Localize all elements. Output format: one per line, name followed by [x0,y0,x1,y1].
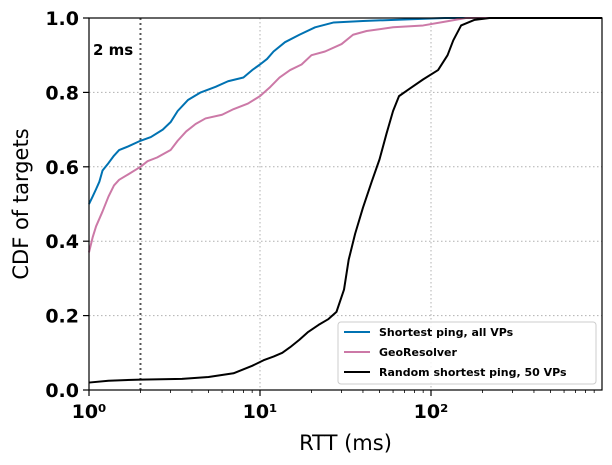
legend: Shortest ping, all VPs GeoResolver Rando… [337,321,597,385]
plot-frame [88,17,603,391]
x-tick-label: 10² [414,401,449,423]
y-tick-label: 0.4 [45,231,79,253]
legend-box [337,321,597,385]
legend-label-random-shortest-ping: Random shortest ping, 50 VPs [379,366,567,379]
y-axis-title: CDF of targets [9,128,33,279]
series-line-2 [88,17,602,384]
y-tick-label: 0.2 [45,306,79,328]
x-axis-title: RTT (ms) [299,431,392,455]
y-tick-label: 1.0 [45,8,79,30]
y-tick-label: 0.6 [45,157,79,179]
ticks-layer: 0.0 0.2 0.4 0.6 0.8 1.0 10⁰ 10¹ 10² [45,8,595,423]
series-line-0 [88,17,602,205]
x-tick-label: 10⁰ [72,401,107,423]
two-ms-annotation: 2 ms [93,41,133,59]
x-tick-label: 10¹ [243,401,278,423]
legend-label-shortest-ping: Shortest ping, all VPs [379,326,514,339]
y-tick-label: 0.0 [45,380,79,402]
series-layer [88,17,602,384]
y-tick-label: 0.8 [45,82,79,104]
series-line-1 [88,17,602,253]
legend-label-georesolver: GeoResolver [379,346,457,359]
